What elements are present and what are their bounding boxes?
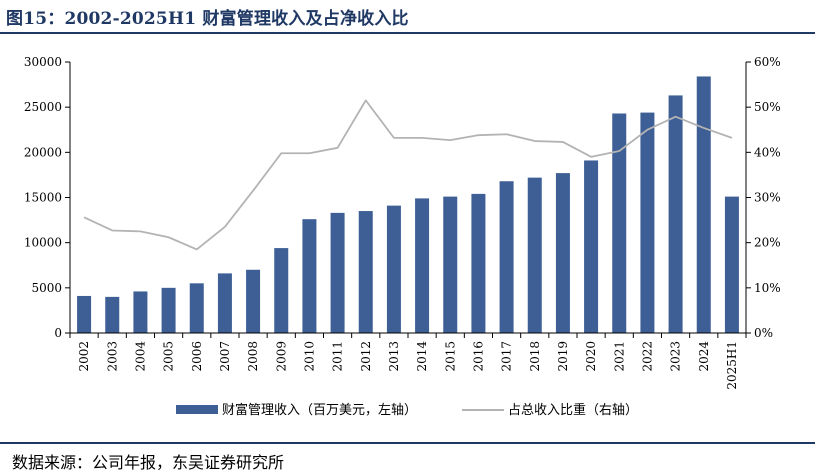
x-tick-label: 2022 — [640, 341, 654, 372]
left-tick-label: 30000 — [24, 55, 62, 69]
x-tick-label: 2013 — [387, 341, 401, 372]
title-rule — [0, 32, 815, 34]
right-tick-label: 20% — [754, 236, 781, 250]
bar-2011 — [330, 212, 345, 333]
x-tick-label: 2004 — [133, 341, 147, 372]
bar-2013 — [386, 205, 401, 333]
x-tick-label: 2007 — [218, 341, 232, 372]
x-tick-label: 2006 — [190, 341, 204, 372]
x-tick-label: 2002 — [77, 341, 91, 372]
x-tick-label: 2011 — [331, 341, 345, 372]
bar-2005 — [161, 287, 176, 333]
bar-2022 — [640, 112, 655, 333]
bar-2021 — [612, 113, 627, 334]
right-axis-ticks: 0% 10% 20% 30% 40% 50% 60% — [746, 55, 781, 340]
figure-title: 图15：2002-2025H1 财富管理收入及占净收入比 — [6, 9, 409, 29]
x-tick-label: 2005 — [162, 341, 176, 372]
x-tick-label: 2018 — [528, 341, 542, 372]
right-tick-label: 30% — [754, 191, 781, 205]
x-tick-label: 2025H1 — [725, 341, 739, 390]
left-axis-ticks: 0 5000 10000 15000 20000 25000 30000 — [24, 55, 70, 340]
bar-2012 — [358, 211, 373, 333]
right-tick-label: 50% — [754, 100, 781, 114]
x-tick-label: 2012 — [359, 341, 373, 372]
right-tick-label: 0% — [754, 326, 773, 340]
bar-2010 — [302, 219, 317, 333]
x-tick-label: 2023 — [669, 341, 683, 372]
bar-2008 — [246, 269, 261, 333]
bar-2015 — [443, 196, 458, 333]
x-tick-label: 2016 — [471, 341, 485, 372]
x-tick-label: 2014 — [415, 341, 429, 372]
bar-2004 — [133, 291, 148, 333]
bar-2024 — [696, 76, 711, 333]
x-tick-label: 2021 — [612, 341, 626, 372]
x-tick-label: 2017 — [500, 341, 514, 372]
left-tick-label: 0 — [54, 326, 62, 340]
ratio-line — [83, 99, 733, 251]
right-tick-label: 10% — [754, 281, 781, 295]
bar-2017 — [499, 181, 514, 333]
left-tick-label: 25000 — [24, 100, 62, 114]
bar-2007 — [217, 273, 232, 333]
source-note: 数据来源：公司年报，东吴证券研究所 — [12, 453, 285, 472]
bar-2002 — [77, 295, 92, 333]
bar-series — [77, 76, 739, 334]
bar-2018 — [527, 177, 542, 333]
x-tick-label: 2015 — [443, 341, 457, 372]
right-tick-label: 40% — [754, 145, 781, 159]
bar-2009 — [274, 248, 289, 333]
x-tick-label: 2008 — [246, 341, 260, 372]
legend: 财富管理收入（百万美元，左轴） 占总收入比重（右轴） — [176, 402, 638, 418]
x-tick-label: 2019 — [556, 341, 570, 372]
bar-2025H1 — [724, 196, 739, 333]
x-tick-label: 2009 — [274, 341, 288, 372]
bar-2019 — [555, 173, 570, 333]
left-tick-label: 10000 — [24, 236, 62, 250]
legend-line-label: 占总收入比重（右轴） — [508, 402, 638, 418]
left-tick-label: 20000 — [24, 145, 62, 159]
legend-bar-swatch — [176, 405, 218, 414]
x-axis-ticks: 2002 2003 2004 2005 2006 2007 2008 2009 2010 2011… — [69, 333, 747, 390]
x-tick-label: 2020 — [584, 341, 598, 372]
bar-2020 — [584, 160, 599, 333]
x-tick-label: 2003 — [105, 341, 119, 372]
chart: 0 5000 10000 15000 20000 25000 30000 0% 10% 20% 3… — [24, 55, 781, 418]
bar-2016 — [471, 193, 486, 333]
legend-bar-label: 财富管理收入（百万美元，左轴） — [222, 402, 417, 418]
bar-2023 — [668, 95, 683, 333]
right-tick-label: 60% — [754, 55, 781, 69]
bar-2003 — [105, 296, 120, 333]
left-tick-label: 5000 — [31, 281, 62, 295]
x-tick-label: 2024 — [697, 341, 711, 372]
bar-2006 — [189, 283, 204, 333]
left-tick-label: 15000 — [24, 191, 62, 205]
bar-2014 — [415, 198, 430, 333]
x-tick-label: 2010 — [302, 341, 316, 372]
source-rule — [0, 442, 815, 444]
